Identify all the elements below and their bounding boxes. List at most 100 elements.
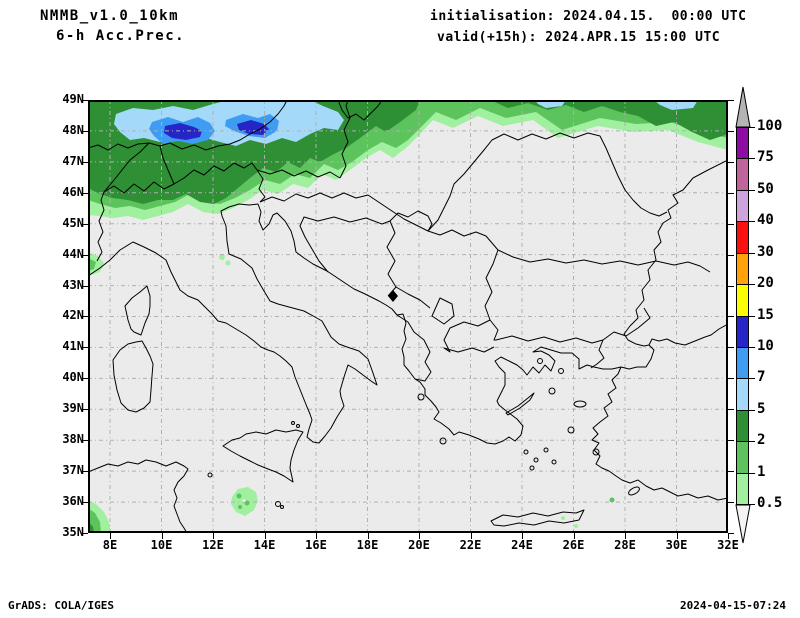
colorbar-boundary-tick [749, 221, 755, 223]
lon-label: 14E [253, 538, 276, 552]
lon-tick [161, 533, 163, 539]
gridlines [88, 100, 728, 533]
lat-tick-left [82, 254, 88, 256]
colorbar-boundary-tick [749, 158, 755, 160]
lat-tick-left [82, 161, 88, 163]
lon-tick [316, 533, 317, 539]
lat-tick-left [82, 316, 88, 318]
lat-tick-right [728, 254, 734, 256]
lat-tick-left [82, 100, 88, 101]
lat-label: 38N [62, 432, 84, 447]
colorbar-label: 2 [757, 432, 766, 449]
colorbar-boundary-tick [749, 127, 755, 128]
lon-label: 24E [511, 538, 533, 552]
colorbar-segment [736, 284, 749, 317]
lon-tick [625, 533, 626, 539]
colorbar-label: 15 [757, 306, 774, 323]
lat-tick-left [82, 285, 88, 287]
lat-label: 41N [62, 339, 84, 354]
lon-label: 26E [562, 538, 585, 552]
lon-tick [110, 533, 111, 539]
lat-tick-right [728, 378, 734, 380]
lat-tick-right [728, 471, 734, 473]
lat-tick-left [82, 471, 88, 473]
lat-tick-right [728, 440, 734, 442]
country-borders [88, 100, 711, 382]
colorbar-boundary-tick [749, 315, 755, 317]
colorbar-boundary-tick [749, 252, 755, 254]
colorbar-label: 75 [757, 149, 774, 166]
map-frame [88, 100, 728, 533]
lon-tick [728, 533, 729, 539]
lat-tick-right [728, 223, 734, 225]
lat-tick-right [728, 502, 734, 504]
lat-tick-left [82, 409, 88, 411]
lon-tick [264, 533, 266, 539]
lat-label: 40N [62, 370, 84, 385]
colorbar-segment [736, 252, 749, 286]
lon-tick [470, 533, 472, 539]
lat-tick-right [728, 409, 734, 411]
colorbar-over-triangle [735, 86, 751, 128]
colorbar-segment [736, 346, 749, 380]
lat-tick-left [82, 378, 88, 380]
colorbar-segment [736, 472, 749, 506]
init-time: initialisation: 2024.04.15. 00:00 UTC [430, 9, 747, 24]
colorbar-boundary-tick [749, 504, 755, 506]
lon-tick [419, 533, 420, 539]
colorbar-boundary-tick [749, 378, 755, 380]
colorbar-segment [736, 378, 749, 411]
colorbar-label: 30 [757, 243, 774, 260]
colorbar-boundary-tick [749, 441, 755, 443]
lat-tick-left [82, 223, 88, 225]
lat-tick-left [82, 532, 88, 534]
colorbar-segment [736, 221, 749, 254]
colorbar-label: 0.5 [757, 495, 783, 512]
colorbar-segment [736, 189, 749, 223]
lon-label: 12E [202, 538, 224, 552]
colorbar-label: 50 [757, 180, 774, 197]
lon-label: 10E [150, 538, 173, 552]
lon-label: 30E [665, 538, 688, 552]
lat-tick-left [82, 440, 88, 442]
colorbar-segment [736, 158, 749, 191]
lon-label: 32E [717, 538, 739, 552]
lat-label: 35N [62, 524, 84, 539]
model-title: NMMB_v1.0_10km [40, 8, 180, 24]
lat-tick-right [728, 532, 734, 534]
lat-label: 39N [62, 401, 84, 416]
lat-tick-left [82, 502, 88, 504]
valid-time: valid(+15h): 2024.APR.15 15:00 UTC [437, 30, 721, 45]
colorbar-label: 40 [757, 212, 774, 229]
lon-label: 22E [459, 538, 482, 552]
station-marker [388, 290, 398, 302]
lon-label: 20E [408, 538, 430, 552]
lat-tick-left [82, 347, 88, 349]
colorbar-boundary-tick [749, 409, 755, 411]
coastlines [88, 159, 728, 533]
lon-label: 16E [305, 538, 327, 552]
lat-label: 45N [62, 215, 84, 230]
colorbar-segment [736, 127, 749, 160]
map-canvas [88, 100, 728, 533]
lat-tick-right [728, 130, 734, 132]
colorbar-boundary-tick [749, 472, 755, 474]
lon-tick [367, 533, 369, 539]
colorbar-label: 7 [757, 369, 766, 386]
lon-label: 18E [356, 538, 379, 552]
lat-label: 44N [62, 246, 84, 261]
lat-tick-right [728, 192, 734, 194]
render-timestamp: 2024-04-15-07:24 [680, 599, 786, 612]
colorbar-segment [736, 441, 749, 474]
lat-label: 48N [62, 122, 84, 137]
lon-tick [573, 533, 575, 539]
lon-tick [522, 533, 523, 539]
lon-label: 28E [614, 538, 636, 552]
lat-tick-right [728, 100, 734, 101]
colorbar-label: 100 [757, 118, 783, 134]
lon-tick [676, 533, 678, 539]
lat-label: 37N [62, 463, 84, 478]
lat-tick-right [728, 347, 734, 349]
lat-label: 42N [62, 308, 84, 323]
